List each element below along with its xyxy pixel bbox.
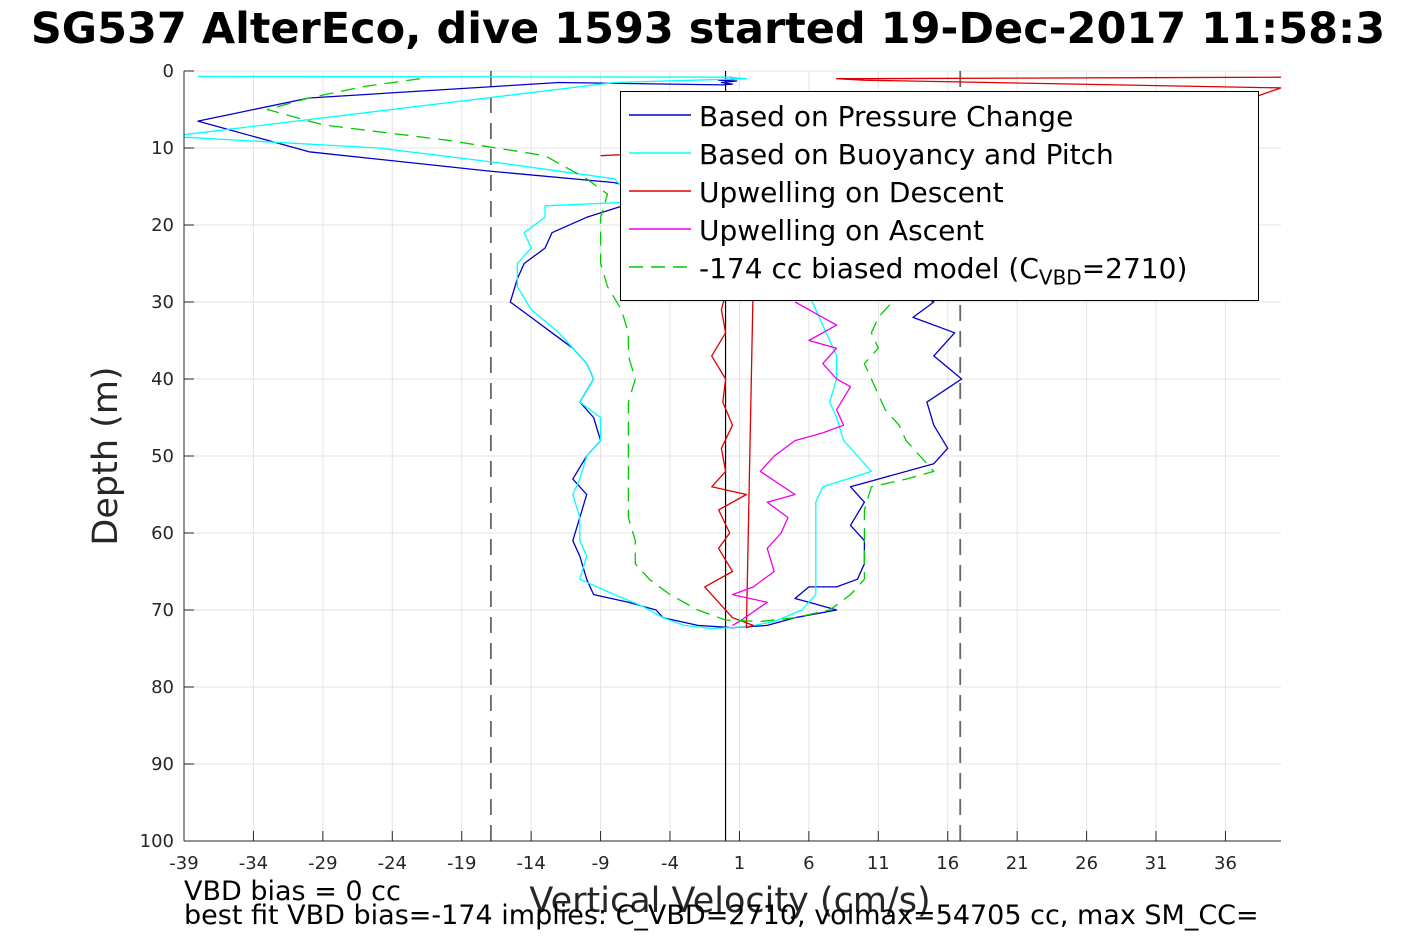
legend: Based on Pressure Change Based on Buoyan… [620, 91, 1259, 301]
series-line [731, 301, 852, 626]
x-tick-label: 6 [803, 853, 814, 874]
y-axis-label: Depth (m) [86, 366, 126, 545]
y-tick-label: 100 [140, 831, 174, 852]
legend-item-upwelling-descent: Upwelling on Descent [621, 172, 1258, 210]
y-tick-label: 90 [151, 754, 174, 775]
y-tick-label: 80 [151, 677, 174, 698]
x-tick-label: -9 [592, 853, 610, 874]
x-tick-label: -4 [661, 853, 679, 874]
legend-label-prefix: -174 cc biased model (C [699, 252, 1039, 285]
legend-label: Based on Pressure Change [699, 100, 1074, 133]
x-tick-label: 16 [936, 853, 959, 874]
legend-swatch [629, 152, 691, 154]
legend-label: Based on Buoyancy and Pitch [699, 138, 1114, 171]
x-tick-label: 21 [1006, 853, 1029, 874]
tick-labels: -39 -34 -29 -24 -19 -14 -9 -4 1 6 11 16 21 26 31 360102… [140, 61, 1237, 874]
legend-swatch [629, 228, 691, 230]
legend-item-buoyancy-pitch: Based on Buoyancy and Pitch [621, 134, 1258, 172]
legend-swatch [629, 190, 691, 192]
y-tick-label: 30 [151, 292, 174, 313]
y-tick-label: 60 [151, 523, 174, 544]
legend-item-pressure-change: Based on Pressure Change [621, 96, 1258, 134]
legend-item-biased-model: -174 cc biased model (CVBD=2710) [621, 248, 1258, 290]
y-tick-label: 10 [151, 138, 174, 159]
x-tick-label: 26 [1075, 853, 1098, 874]
series-line [266, 78, 935, 623]
y-tick-label: 20 [151, 215, 174, 236]
vbd-bias-note: VBD bias = 0 cc [184, 876, 401, 907]
y-tick-label: 40 [151, 369, 174, 390]
legend-swatch [629, 114, 691, 116]
series-line [197, 76, 963, 629]
axes [183, 70, 1281, 842]
y-tick-label: 70 [151, 600, 174, 621]
x-axis-label: Vertical Velocity (cm/s) [529, 881, 930, 921]
y-tick-label: 0 [163, 61, 174, 82]
y-tick-label: 50 [151, 446, 174, 467]
legend-swatch [629, 266, 691, 268]
legend-item-upwelling-ascent: Upwelling on Ascent [621, 210, 1258, 248]
x-tick-label: 1 [734, 853, 745, 874]
legend-label: Upwelling on Descent [699, 176, 1004, 209]
x-tick-label: -19 [447, 853, 476, 874]
x-tick-label: -14 [516, 853, 545, 874]
x-tick-label: 31 [1145, 853, 1168, 874]
x-tick-label: 11 [867, 853, 890, 874]
x-tick-label: -34 [239, 853, 268, 874]
chart-title: SG537 AlterEco, dive 1593 started 19-Dec… [30, 4, 1386, 54]
x-tick-label: -29 [308, 853, 337, 874]
x-tick-label: -24 [378, 853, 407, 874]
legend-label-subscript: VBD [1038, 265, 1082, 290]
best-fit-note: best fit VBD bias=-174 implies: C_VBD=27… [184, 900, 1259, 931]
legend-label: Upwelling on Ascent [699, 214, 985, 247]
legend-label-suffix: =2710) [1081, 252, 1188, 285]
legend-label: -174 cc biased model (CVBD=2710) [699, 252, 1187, 290]
x-tick-label: 36 [1214, 853, 1237, 874]
x-tick-label: -39 [169, 853, 198, 874]
